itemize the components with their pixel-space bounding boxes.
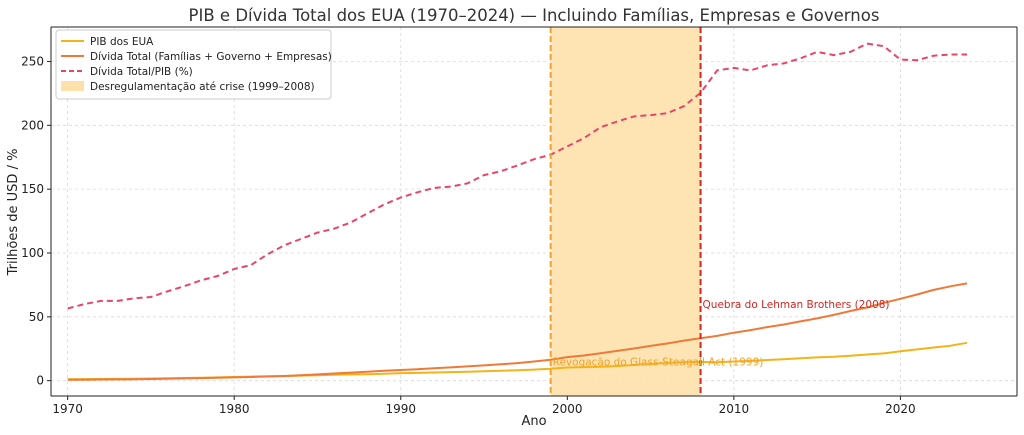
y-tick-label: 0 bbox=[36, 374, 44, 388]
x-axis-label: Ano bbox=[521, 414, 546, 429]
series-line-2 bbox=[67, 42, 967, 310]
y-tick-label: 50 bbox=[29, 310, 44, 324]
y-tick-label: 150 bbox=[21, 182, 44, 196]
series-group bbox=[67, 42, 968, 381]
legend-swatch-shaded bbox=[61, 81, 84, 91]
x-tick-label: 2010 bbox=[719, 402, 750, 416]
x-axis-ticks: 1970 1980 1990 2000 2010 2020 bbox=[52, 396, 916, 416]
legend-label-shaded: Desregulamentação até crise (1999–2008) bbox=[90, 81, 315, 93]
x-tick-label: 2000 bbox=[552, 402, 583, 416]
y-tick-label: 250 bbox=[21, 54, 44, 68]
x-tick-label: 1990 bbox=[385, 402, 416, 416]
y-tick-label: 100 bbox=[21, 246, 44, 260]
y-axis-label: Trilhões de USD / % bbox=[6, 149, 21, 277]
y-tick-label: 200 bbox=[21, 118, 44, 132]
shaded-region-rect bbox=[550, 27, 701, 396]
legend-label-divida-pib: Dívida Total/PIB (%) bbox=[90, 66, 193, 78]
annotation-texts: Revogação do Glass-Steagall Act (1999) Qu… bbox=[553, 299, 890, 368]
annotation-text-1: Quebra do Lehman Brothers (2008) bbox=[703, 299, 890, 311]
x-tick-label: 1980 bbox=[219, 402, 250, 416]
annotation-text-0: Revogação do Glass-Steagall Act (1999) bbox=[553, 357, 764, 369]
shaded-region bbox=[550, 27, 701, 396]
series-line-1 bbox=[67, 282, 968, 381]
x-tick-label: 1970 bbox=[52, 402, 83, 416]
y-axis-ticks: 0 50 100 150 200 250 bbox=[21, 54, 51, 388]
legend-box bbox=[55, 29, 332, 100]
legend: PIB dos EUA Dívida Total (Famílias + Gov… bbox=[55, 29, 332, 100]
axes bbox=[50, 26, 1018, 397]
x-tick-label: 2020 bbox=[885, 402, 916, 416]
legend-label-pib: PIB dos EUA bbox=[90, 36, 154, 48]
chart-title: PIB e Dívida Total dos EUA (1970–2024) —… bbox=[189, 6, 880, 25]
legend-label-divida: Dívida Total (Famílias + Governo + Empre… bbox=[90, 51, 332, 63]
annotation-lines bbox=[549, 27, 702, 396]
